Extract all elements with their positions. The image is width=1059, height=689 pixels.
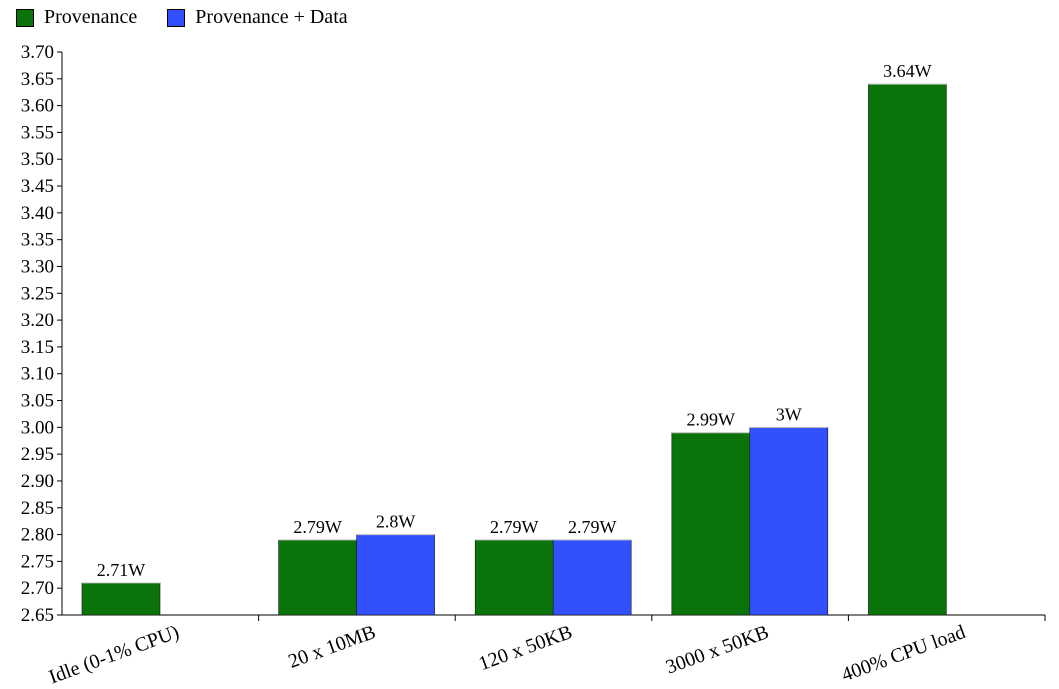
- y-tick-label: 3.60: [21, 96, 54, 117]
- x-tick-label: 120 x 50KB: [476, 621, 575, 675]
- y-tick-label: 3.70: [21, 42, 54, 63]
- y-tick-label: 3.25: [21, 283, 54, 304]
- y-tick-label: 2.95: [21, 444, 54, 465]
- legend-label-provenance: Provenance: [44, 6, 138, 28]
- y-tick-label: 3.40: [21, 203, 54, 224]
- bar: [749, 427, 829, 616]
- y-tick-label: 3.15: [21, 337, 54, 358]
- y-tick-label: 3.05: [21, 391, 54, 412]
- bar: [356, 534, 435, 616]
- data-label: 3W: [776, 404, 802, 424]
- x-tick-label: 400% CPU load: [839, 621, 969, 686]
- legend-item-provenance-data: Provenance + Data: [167, 6, 348, 29]
- x-tick-label: Idle (0-1% CPU): [46, 621, 182, 688]
- y-tick-label: 3.35: [21, 230, 54, 251]
- data-label: 2.79W: [568, 517, 617, 537]
- y-tick-label: 2.85: [21, 498, 54, 519]
- y-tick-label: 3.55: [21, 122, 54, 143]
- legend-swatch-provenance-data: [167, 8, 186, 27]
- data-label: 2.8W: [376, 512, 416, 532]
- y-tick-label: 2.65: [21, 605, 54, 626]
- data-label: 2.99W: [687, 410, 736, 430]
- y-tick-label: 3.65: [21, 69, 54, 90]
- data-label: 2.79W: [490, 517, 539, 537]
- y-tick-label: 3.00: [21, 417, 54, 438]
- bar: [474, 539, 554, 616]
- data-label: 3.64W: [883, 61, 932, 81]
- legend-item-provenance: Provenance: [16, 6, 137, 29]
- bar: [552, 539, 632, 616]
- y-tick-label: 3.45: [21, 176, 54, 197]
- y-tick-label: 3.10: [21, 364, 54, 385]
- data-label: 2.71W: [97, 560, 146, 580]
- x-tick-label: 20 x 10MB: [285, 621, 378, 673]
- y-tick-label: 3.20: [21, 310, 54, 331]
- y-tick-label: 2.75: [21, 551, 54, 572]
- bar: [671, 432, 751, 616]
- bar: [278, 539, 357, 616]
- x-tick-label: 3000 x 50KB: [663, 621, 772, 679]
- legend-swatch-provenance: [16, 8, 34, 27]
- data-label: 2.79W: [293, 517, 342, 537]
- y-tick-label: 2.70: [21, 578, 54, 599]
- y-tick-label: 3.50: [21, 149, 54, 170]
- y-tick-label: 2.90: [21, 471, 54, 492]
- legend-label-provenance-data: Provenance + Data: [195, 6, 348, 28]
- chart-legend: Provenance Provenance + Data: [16, 6, 378, 29]
- bar: [868, 83, 947, 616]
- y-tick-label: 2.80: [21, 525, 54, 546]
- y-tick-label: 3.30: [21, 256, 54, 277]
- bar: [81, 582, 161, 616]
